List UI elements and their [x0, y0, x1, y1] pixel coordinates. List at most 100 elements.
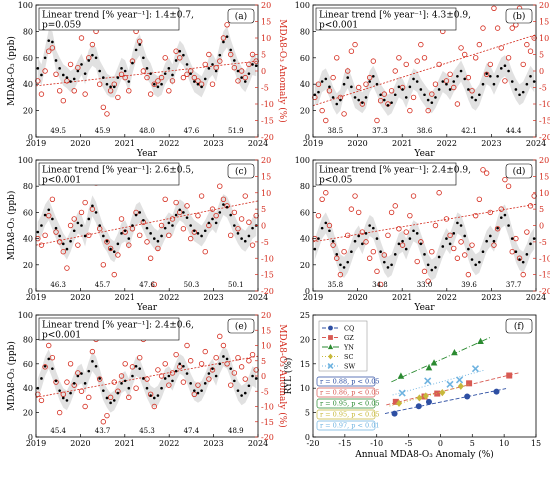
y-tick-label: 60	[23, 360, 33, 369]
mda8-point	[218, 53, 222, 57]
mda8-point	[189, 72, 192, 75]
anomaly-point	[447, 232, 453, 239]
anomaly-point	[443, 216, 450, 222]
mda8-point	[467, 247, 470, 251]
y-axis-label: RYL (%)	[283, 358, 294, 395]
x-tick-label: 2023	[481, 139, 501, 148]
mda8-point	[65, 76, 69, 79]
anomaly-point	[118, 71, 125, 77]
mda8-point	[430, 101, 434, 104]
anomaly-point	[491, 242, 497, 248]
anomaly-point	[323, 190, 329, 196]
anomaly-point	[38, 397, 45, 404]
anomaly-point	[238, 364, 245, 370]
anomaly-point	[242, 376, 248, 382]
x-tick-label: -20	[307, 439, 320, 448]
anomaly-point	[133, 385, 139, 391]
anomaly-point	[524, 41, 530, 48]
mda8-point	[222, 203, 225, 206]
anomaly-point	[89, 348, 96, 355]
y2-tick-label: -10	[539, 254, 550, 263]
mda8-point	[339, 98, 342, 102]
anomaly-point	[180, 226, 187, 232]
mda8-point	[364, 232, 368, 235]
anomaly-point	[253, 58, 259, 64]
mda8-point	[233, 59, 236, 62]
mda8-point	[152, 82, 156, 86]
panel-3: 2019 2020 2021 2022 2023 2024020406080100-20-…	[6, 156, 274, 313]
mda8-point	[58, 389, 61, 392]
anomaly-point	[49, 355, 56, 361]
x-axis-label: Annual MDA8-O₃ Anomaly (%)	[354, 449, 494, 460]
x-axis-label: Year	[413, 303, 435, 313]
anomaly-point	[319, 107, 325, 114]
mda8-point	[145, 386, 149, 390]
mda8-point	[54, 226, 58, 230]
mda8-point	[404, 96, 408, 99]
y2-tick-label: -15	[261, 271, 274, 280]
mda8-point	[503, 213, 507, 217]
mda8-point	[243, 239, 247, 243]
anomaly-point	[505, 183, 512, 189]
anomaly-point	[137, 232, 143, 239]
anomaly-point	[126, 88, 132, 94]
anomaly-point	[396, 55, 402, 61]
anomaly-point	[64, 379, 70, 385]
anomaly-point	[370, 58, 377, 64]
mda8-point	[240, 394, 243, 397]
mda8-point	[182, 364, 185, 368]
mda8-point	[163, 377, 167, 380]
mda8-point	[317, 90, 320, 94]
mda8-point	[382, 98, 386, 102]
panel-label: (b)	[513, 11, 526, 22]
y-tick-label: 20	[300, 261, 310, 270]
mda8-point	[80, 372, 83, 375]
anomaly-point	[458, 45, 464, 51]
anomaly-point	[209, 206, 216, 212]
panel-label: (c)	[235, 166, 247, 177]
y-tick-label: 20	[23, 261, 33, 270]
trend-line	[35, 60, 259, 87]
anomaly-point	[173, 199, 179, 206]
y2-tick-label: -20	[261, 133, 274, 142]
mda8-point	[379, 93, 382, 97]
anomaly-point	[432, 81, 439, 87]
anomaly-point	[476, 41, 483, 48]
mda8-point	[43, 56, 47, 60]
anomaly-point	[407, 212, 413, 219]
legend-label-cq: CQ	[344, 324, 354, 332]
anomaly-point	[129, 364, 136, 370]
anomaly-point	[111, 271, 117, 278]
anomaly-point	[180, 74, 187, 81]
mda8-point	[254, 377, 258, 380]
anomaly-point	[209, 81, 216, 87]
mda8-point	[357, 98, 360, 102]
annual-mean-label: 38.5	[328, 127, 344, 135]
point-gz	[392, 398, 399, 405]
y2-tick-label: -15	[261, 117, 274, 126]
mda8-point	[529, 242, 532, 246]
y2-tick-label: 20	[539, 1, 549, 10]
anomaly-point	[454, 101, 461, 107]
anomaly-point	[341, 248, 347, 255]
anomaly-point	[213, 355, 219, 361]
anomaly-point	[381, 252, 387, 258]
anomaly-point	[407, 107, 413, 114]
anomaly-point	[363, 81, 369, 87]
mda8-point	[102, 76, 105, 79]
point-sc	[457, 382, 464, 390]
mda8-point	[222, 355, 225, 358]
trend-line	[312, 203, 537, 243]
point-gz	[466, 380, 473, 387]
mda8-point	[313, 247, 317, 251]
y-tick-label: 100	[295, 1, 310, 10]
y-tick-label: 0	[305, 287, 310, 296]
y-tick-label: 15	[300, 360, 310, 369]
mda8-point	[474, 98, 477, 102]
mda8-point	[87, 59, 91, 62]
mda8-point	[375, 237, 379, 240]
anomaly-point	[355, 209, 362, 216]
mda8-point	[65, 399, 69, 402]
point-gz	[434, 390, 441, 397]
anomaly-point	[224, 361, 230, 367]
